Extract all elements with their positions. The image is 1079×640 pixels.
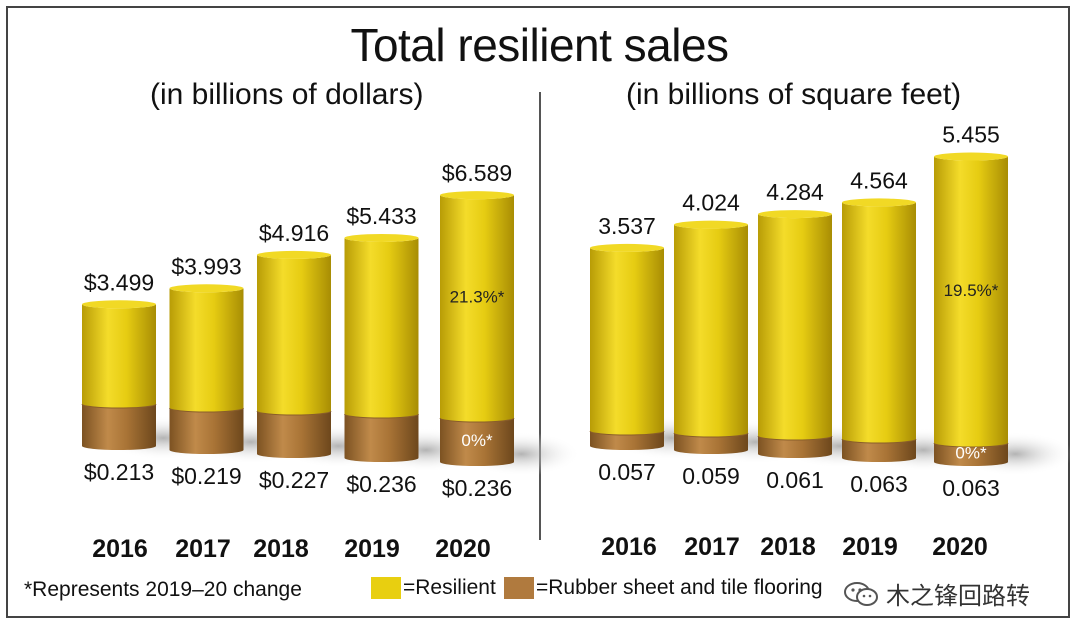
bar-resilient-2016 xyxy=(82,304,156,408)
year-label-2019: 2019 xyxy=(842,533,898,561)
bar-resilient-2017 xyxy=(169,288,244,412)
bar-rubber-2018 xyxy=(257,411,331,458)
value-label-resilient-2019: $5.433 xyxy=(346,203,416,229)
bar-resilient-top-2020 xyxy=(934,152,1008,161)
bar-rubber-seam-2020 xyxy=(933,442,1009,448)
value-label-rubber-2017: $0.219 xyxy=(171,463,241,489)
annotation-rubber-change: 0%* xyxy=(461,431,493,450)
value-label-resilient-2019: 4.564 xyxy=(850,167,908,193)
legend-resilient-swatch xyxy=(371,577,401,599)
value-label-rubber-2020: 0.063 xyxy=(942,475,1000,501)
bar-rubber-seam-2018 xyxy=(757,435,833,441)
panel-divider xyxy=(539,92,541,540)
value-label-resilient-2017: $3.993 xyxy=(171,253,241,279)
value-label-resilient-2018: 4.284 xyxy=(766,179,824,205)
bar-rubber-seam-2016 xyxy=(589,430,665,436)
bar-rubber-2017 xyxy=(674,433,748,454)
legend-rubber-label: =Rubber sheet and tile flooring xyxy=(536,576,823,599)
wechat-icon xyxy=(844,581,878,606)
value-label-resilient-2017: 4.024 xyxy=(682,190,740,216)
square-feet-chart: 3.537 0.057 2016 4.024 0.059 2017 4.284 0.061 20… xyxy=(589,122,1075,561)
year-label-2019: 2019 xyxy=(344,535,400,563)
bar-resilient-2020 xyxy=(440,195,514,422)
annotation-resilient-change: 21.3%* xyxy=(450,288,505,307)
chart-title: Total resilient sales xyxy=(350,19,729,71)
bar-resilient-2019 xyxy=(842,202,916,443)
bar-rubber-2016 xyxy=(82,404,156,450)
value-label-rubber-2019: 0.063 xyxy=(850,471,908,497)
dollars-chart: $3.499 $0.213 2016 $3.993 $0.219 2017 $4.916 $0… xyxy=(81,160,581,563)
value-label-rubber-2017: 0.059 xyxy=(682,463,740,489)
bar-rubber-2017 xyxy=(169,408,244,454)
year-label-2016: 2016 xyxy=(92,535,148,563)
legend-resilient-label: =Resilient xyxy=(403,576,496,599)
right-chart-subtitle: (in billions of square feet) xyxy=(626,78,962,111)
value-label-rubber-2016: 0.057 xyxy=(598,459,656,485)
year-label-2020: 2020 xyxy=(932,533,988,561)
bar-resilient-2018 xyxy=(758,214,832,440)
bar-resilient-top-2016 xyxy=(590,243,664,252)
year-label-2018: 2018 xyxy=(253,535,309,563)
bar-resilient-2019 xyxy=(344,237,419,418)
bar-rubber-2018 xyxy=(758,436,832,458)
year-label-2017: 2017 xyxy=(175,535,231,563)
legend-rubber: =Rubber sheet and tile flooring xyxy=(504,576,823,600)
bar-resilient-top-2017 xyxy=(674,220,748,229)
bar-resilient-top-2017 xyxy=(169,284,244,293)
value-label-rubber-2019: $0.236 xyxy=(346,471,416,497)
watermark-text: 木之锋回路转 xyxy=(886,583,1030,610)
value-label-resilient-2020: 5.455 xyxy=(942,122,1000,148)
bar-rubber-seam-2020 xyxy=(439,417,515,423)
value-label-resilient-2020: $6.589 xyxy=(442,160,512,186)
footnote: *Represents 2019–20 change xyxy=(24,578,302,601)
bar-resilient-top-2020 xyxy=(440,191,514,200)
year-label-2020: 2020 xyxy=(435,535,491,563)
value-label-rubber-2018: $0.227 xyxy=(259,467,329,493)
left-chart-subtitle: (in billions of dollars) xyxy=(150,78,424,111)
bar-resilient-top-2018 xyxy=(758,210,832,219)
value-label-rubber-2018: 0.061 xyxy=(766,467,824,493)
bar-rubber-2020 xyxy=(934,443,1008,466)
bar-resilient-2017 xyxy=(674,224,748,437)
bar-rubber-2016 xyxy=(590,431,664,450)
bar-resilient-top-2018 xyxy=(257,250,331,259)
value-label-resilient-2016: 3.537 xyxy=(598,213,656,239)
bar-rubber-seam-2018 xyxy=(256,410,332,416)
bar-rubber-2019 xyxy=(842,439,916,462)
annotation-rubber-change: 0%* xyxy=(955,444,987,463)
bar-rubber-2020 xyxy=(440,418,514,466)
bar-rubber-seam-2016 xyxy=(81,403,157,409)
annotation-resilient-change: 19.5%* xyxy=(944,281,999,300)
bar-resilient-2020 xyxy=(934,156,1008,447)
year-label-2018: 2018 xyxy=(760,533,816,561)
bar-resilient-2016 xyxy=(590,247,664,435)
bar-rubber-2019 xyxy=(344,414,419,462)
value-label-resilient-2016: $3.499 xyxy=(84,269,154,295)
value-label-rubber-2016: $0.213 xyxy=(84,459,154,485)
bar-resilient-top-2019 xyxy=(344,233,419,242)
bar-rubber-seam-2019 xyxy=(841,438,917,444)
bar-resilient-top-2016 xyxy=(82,300,156,309)
bar-rubber-seam-2017 xyxy=(169,407,244,413)
legend-rubber-swatch xyxy=(504,577,534,599)
bar-resilient-top-2019 xyxy=(842,198,916,207)
value-label-resilient-2018: $4.916 xyxy=(259,220,329,246)
bar-resilient-2018 xyxy=(257,254,331,415)
bar-rubber-seam-2017 xyxy=(673,432,749,438)
year-label-2017: 2017 xyxy=(684,533,740,561)
watermark: 木之锋回路转 xyxy=(844,576,1030,611)
year-label-2016: 2016 xyxy=(601,533,657,561)
bar-rubber-seam-2019 xyxy=(344,413,419,419)
value-label-rubber-2020: $0.236 xyxy=(442,475,512,501)
legend-resilient: =Resilient xyxy=(371,576,496,600)
